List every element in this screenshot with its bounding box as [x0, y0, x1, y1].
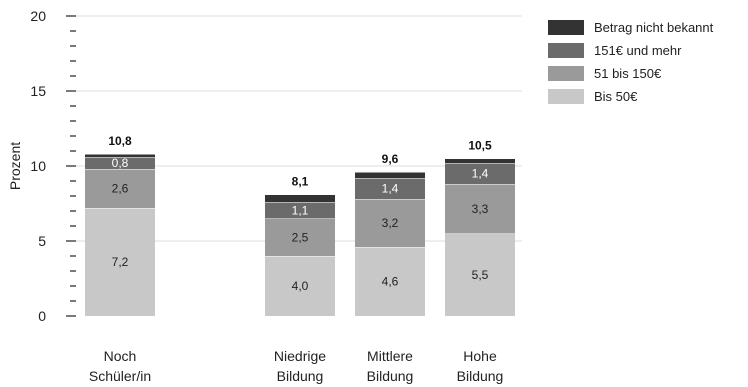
y-axis-label: Prozent: [7, 142, 23, 190]
segment-data-label: 3,3: [472, 202, 489, 216]
segment-data-label: 4,0: [292, 279, 309, 293]
y-axis: 0 5 10 15 20: [30, 8, 76, 324]
legend-entry: 51 bis 150€: [594, 66, 662, 81]
x-category-label: Mittlere: [367, 348, 413, 364]
y-tick-label: 20: [30, 8, 46, 24]
bar-segment: [265, 256, 335, 316]
segment-data-label: 1,1: [292, 203, 309, 217]
x-category-label: Niedrige: [274, 348, 326, 364]
segment-data-label: 1,4: [382, 182, 399, 196]
bar-segment: [355, 178, 425, 199]
x-category-label: Schüler/in: [89, 368, 151, 384]
total-data-label: 10,8: [108, 134, 132, 148]
y-tick-label: 5: [38, 233, 46, 249]
segment-data-label: 2,5: [292, 230, 309, 244]
bar-segment: [85, 157, 155, 169]
legend-entry: 151€ und mehr: [594, 43, 682, 58]
segment-data-label: 3,2: [382, 216, 399, 230]
bar-segment: [85, 169, 155, 208]
segment-data-label: 7,2: [112, 255, 129, 269]
legend-entry: Betrag nicht bekannt: [594, 20, 714, 35]
bars: 7,2 2,6 0,8 10,8 4,0 2,5 1,1 8,1 4,6 3,2 1,4 9,6 5,5…: [85, 134, 515, 316]
segment-data-label: 4,6: [382, 275, 399, 289]
bar-segment: [355, 247, 425, 316]
y-tick-label: 15: [30, 83, 46, 99]
x-category-label: Bildung: [277, 368, 324, 384]
legend-swatch: [548, 89, 584, 104]
total-data-label: 9,6: [382, 152, 399, 166]
legend-swatch: [548, 66, 584, 81]
segment-data-label: 2,6: [112, 182, 129, 196]
bar-segment: [85, 208, 155, 316]
total-data-label: 10,5: [468, 139, 492, 153]
bar-segment: [445, 158, 515, 163]
legend: Betrag nicht bekannt 151€ und mehr 51 bis …: [548, 20, 714, 104]
bar-segment: [355, 172, 425, 178]
y-tick-label: 0: [38, 308, 46, 324]
y-tick-label: 10: [30, 158, 46, 174]
legend-swatch: [548, 43, 584, 58]
total-data-label: 8,1: [292, 175, 309, 189]
x-category-label: Bildung: [457, 368, 504, 384]
bar-segment: [445, 184, 515, 234]
segment-data-label: 5,5: [472, 268, 489, 282]
bar-segment: [355, 199, 425, 247]
bar-segment: [445, 163, 515, 184]
bar-segment: [265, 218, 335, 256]
bar-segment: [85, 154, 155, 157]
x-category-label: Noch: [104, 348, 137, 364]
bar-segment: [265, 202, 335, 219]
category-labels: Noch Schüler/in Niedrige Bildung Mittlere Bil…: [89, 348, 503, 384]
segment-data-label: 0,8: [112, 156, 129, 170]
x-category-label: Hohe: [463, 348, 497, 364]
bar-segment: [445, 233, 515, 316]
segment-data-label: 1,4: [472, 167, 489, 181]
legend-swatch: [548, 20, 584, 35]
legend-entry: Bis 50€: [594, 89, 638, 104]
bar-segment: [265, 194, 335, 202]
x-category-label: Bildung: [367, 368, 414, 384]
